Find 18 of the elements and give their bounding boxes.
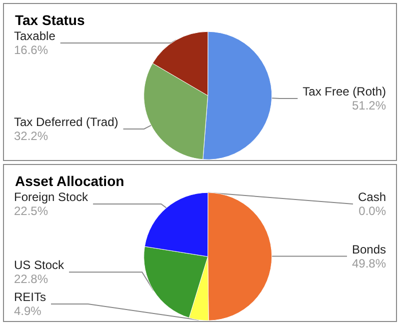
slice-label: Foreign Stock <box>14 190 90 204</box>
data-label: 51.2% <box>352 98 386 112</box>
text: 0.0% <box>358 204 386 218</box>
data-label: 32.2% <box>14 128 48 143</box>
data-label: 16.6% <box>14 43 48 57</box>
slice-label: Tax Deferred (Trad) <box>14 114 118 129</box>
slice-label: REITs <box>14 290 46 304</box>
slice-label: Taxable <box>14 29 56 43</box>
data-label: 22.5% <box>14 204 48 218</box>
chart-title: Tax Status <box>15 12 85 28</box>
data-label: 49.8% <box>352 256 386 270</box>
category-label: Cash <box>358 190 386 204</box>
chart-title: Asset Allocation <box>15 173 124 189</box>
data-label: 22.8% <box>14 272 48 286</box>
slice-label: Bonds <box>352 242 386 256</box>
slice-label: US Stock <box>14 258 66 272</box>
slice-label: Tax Free (Roth) <box>302 84 386 98</box>
data-label: 4.9% <box>14 304 42 318</box>
